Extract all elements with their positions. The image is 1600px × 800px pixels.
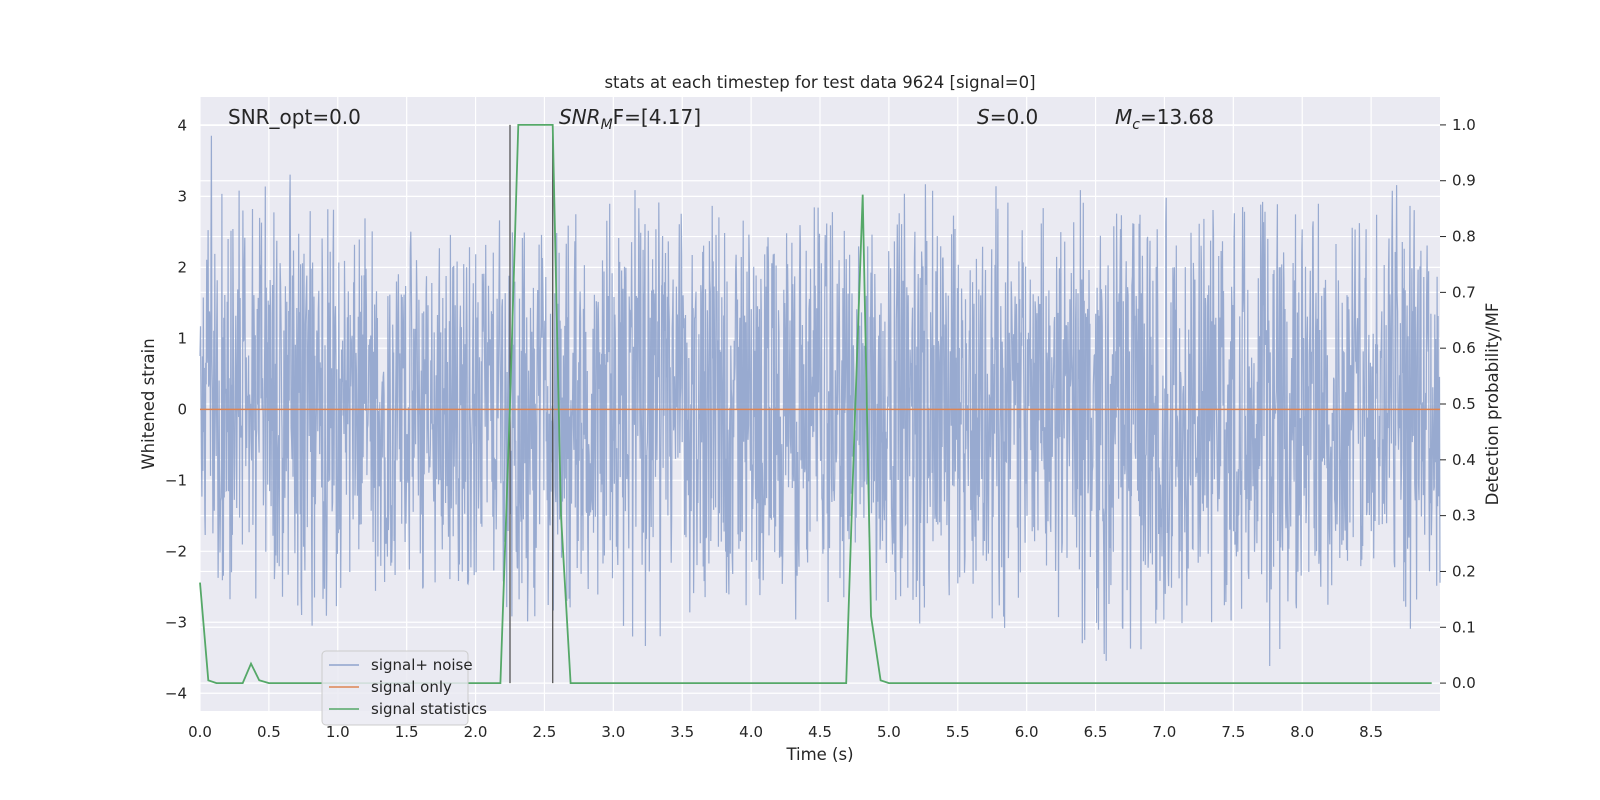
- legend-box: [321, 650, 469, 726]
- signal-plus-noise-line: [199, 135, 1441, 667]
- x-axis-label: Time (s): [785, 745, 853, 764]
- x-tick-label: 1.0: [326, 723, 350, 741]
- y-left-tick-label: −3: [165, 613, 187, 631]
- snr-opt-annotation: SNR_opt=0.0: [228, 105, 361, 129]
- x-tick-label: 8.5: [1359, 723, 1383, 741]
- signal-plus-noise-series: [199, 135, 1441, 667]
- y-right-tick-label: 1.0: [1452, 116, 1476, 134]
- legend-label-signal-only: signal only: [371, 678, 452, 696]
- x-tick-label: 7.0: [1153, 723, 1177, 741]
- y-left-axis-label: Whitened strain: [139, 338, 158, 469]
- x-tick-label: 6.5: [1084, 723, 1108, 741]
- s-annotation: S=0.0: [977, 105, 1038, 129]
- y-left-tick-label: 0: [177, 400, 187, 418]
- y-right-tick-label: 0.2: [1452, 562, 1476, 580]
- x-tick-label: 0.5: [257, 723, 281, 741]
- y-left-tick-label: 4: [177, 116, 187, 134]
- x-tick-label: 2.5: [533, 723, 557, 741]
- snr-mf-annotation: SNRMF=[4.17]: [559, 105, 701, 133]
- x-tick-label: 7.5: [1221, 723, 1245, 741]
- y-left-tick-label: −1: [165, 471, 187, 489]
- x-tick-label: 5.5: [946, 723, 970, 741]
- y-left-tick-label: −4: [165, 684, 187, 702]
- legend-label-signal-plus-noise: signal+ noise: [371, 656, 473, 674]
- signal-statistics-line: [199, 124, 1432, 684]
- signal-statistics-series: [199, 124, 1432, 684]
- y-right-tick-label: 0.6: [1452, 339, 1476, 357]
- legend-label-signal-statistics: signal statistics: [371, 700, 487, 718]
- annotations: SNR_opt=0.0 SNRMF=[4.17] S=0.0 Mc=13.68: [228, 105, 1214, 133]
- y-right-tick-label: 0.7: [1452, 283, 1476, 301]
- x-tick-label: 3.0: [601, 723, 625, 741]
- y-left-tick-label: 1: [177, 329, 187, 347]
- legend: signal+ noise signal only signal statist…: [321, 650, 487, 726]
- y-right-axis-ticks: 1.0 0.9 0.8 0.7 0.6 0.5 0.4 0.3 0.2 0.1 0.0: [1440, 116, 1476, 692]
- y-right-tick-label: 0.5: [1452, 395, 1476, 413]
- y-right-tick-label: 0.3: [1452, 507, 1476, 525]
- mc-annotation: Mc=13.68: [1115, 105, 1214, 133]
- y-right-axis-label: Detection probability/MF: [1483, 303, 1502, 506]
- x-tick-label: 8.0: [1290, 723, 1314, 741]
- y-right-tick-label: 0.9: [1452, 172, 1476, 190]
- x-tick-label: 6.0: [1015, 723, 1039, 741]
- y-right-tick-label: 0.8: [1452, 228, 1476, 246]
- y-left-tick-label: 3: [177, 187, 187, 205]
- x-tick-label: 1.5: [395, 723, 419, 741]
- y-right-tick-label: 0.4: [1452, 451, 1476, 469]
- y-right-tick-label: 0.1: [1452, 618, 1476, 636]
- x-tick-label: 2.0: [464, 723, 488, 741]
- y-right-tick-label: 0.0: [1452, 674, 1476, 692]
- y-left-axis-ticks: 4 3 2 1 0 −1 −2 −3 −4: [165, 116, 187, 702]
- x-tick-label: 4.5: [808, 723, 832, 741]
- y-left-tick-label: −2: [165, 542, 187, 560]
- x-tick-label: 3.5: [670, 723, 694, 741]
- x-tick-label: 0.0: [188, 723, 212, 741]
- x-tick-label: 5.0: [877, 723, 901, 741]
- y-left-tick-label: 2: [177, 258, 187, 276]
- x-tick-label: 4.0: [739, 723, 763, 741]
- chart-title: stats at each timestep for test data 962…: [604, 73, 1035, 92]
- x-axis-ticks: 0.0 0.5 1.0 1.5 2.0 2.5 3.0 3.5 4.0 4.5 5.0 5.5 6.0 6…: [188, 723, 1383, 741]
